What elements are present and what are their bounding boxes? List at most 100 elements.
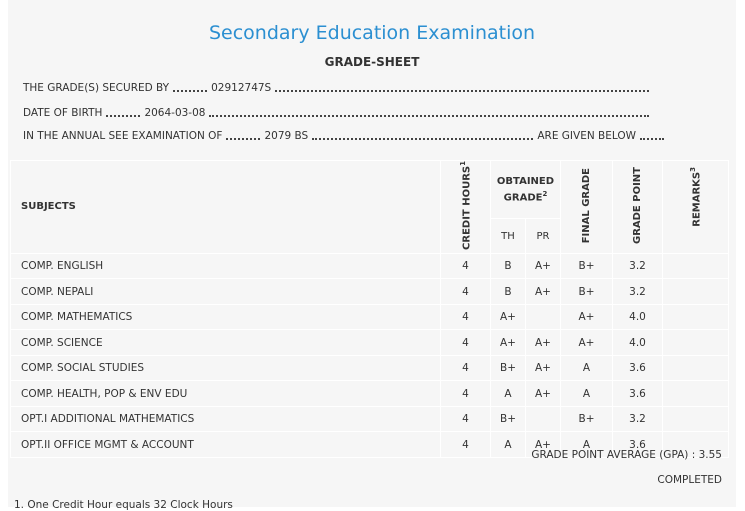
remarks-cell — [662, 329, 729, 356]
grade-cell: B — [490, 278, 526, 305]
grade-cell: A+ — [525, 431, 561, 458]
note-mark: 3 — [689, 167, 698, 172]
header-text: REMARKS — [691, 171, 703, 227]
grade-cell: 4 — [440, 431, 491, 458]
grade-cell: 3.2 — [612, 278, 663, 305]
grade-cell: 4 — [440, 252, 491, 280]
grade-cell: A+ — [490, 329, 526, 356]
leader — [106, 107, 141, 117]
grade-cell: B+ — [560, 405, 613, 433]
info-label: THE GRADE(S) SECURED BY — [23, 82, 170, 94]
table-row: COMP. SCIENCE 4 A+ A+ A+ 4.0 — [10, 329, 729, 356]
grade-cell — [525, 405, 561, 433]
grade-cell: A+ — [490, 303, 526, 331]
grade-cell: B+ — [560, 278, 613, 305]
gpa-label: GRADE POINT AVERAGE (GPA) : — [531, 449, 696, 461]
header-text: REMARKS3 — [688, 167, 702, 227]
remarks-cell — [662, 303, 729, 331]
info-line: DATE OF BIRTH 2064-03-08 — [23, 107, 653, 119]
header-cell: SUBJECTS — [10, 160, 441, 254]
grade-cell: 4.0 — [612, 303, 663, 331]
info-suffix: ARE GIVEN BELOW — [537, 130, 636, 142]
grade-cell: 4 — [440, 329, 491, 356]
table-row: COMP. MATHEMATICS 4 A+ A+ 4.0 — [10, 303, 729, 331]
table-row: COMP. SOCIAL STUDIES 4 B+ A+ A 3.6 — [10, 354, 729, 382]
gpa-line: GRADE POINT AVERAGE (GPA) : 3.55 — [531, 449, 722, 461]
leader — [312, 130, 534, 140]
grade-cell: 3.6 — [612, 354, 663, 382]
info-line: IN THE ANNUAL SEE EXAMINATION OF 2079 BS… — [23, 130, 668, 142]
subtitle: GRADE-SHEET — [324, 55, 420, 69]
note-mark: 1 — [459, 161, 468, 166]
leader — [640, 130, 664, 140]
header-cell: REMARKS3 — [662, 160, 729, 254]
grade-cell: A+ — [560, 303, 613, 331]
grade-cell: A+ — [525, 380, 561, 407]
leader — [173, 82, 208, 92]
grade-cell: A — [490, 380, 526, 407]
header-row: SUBJECTS CREDIT HOURS1 OBTAINED GRADE2 F… — [10, 159, 729, 254]
header-text: SUBJECTS — [21, 201, 76, 213]
grade-cell: 4 — [440, 278, 491, 305]
table-row: COMP. ENGLISH 4 B A+ B+ 3.2 — [10, 252, 729, 280]
table-row: OPT.II OFFICE MGMT & ACCOUNT 4 A A+ A 3.6 — [10, 431, 729, 458]
footnote: 1. One Credit Hour equals 32 Clock Hours — [14, 499, 233, 511]
grade-cell: A — [560, 431, 613, 458]
table-row: COMP. HEALTH, POP & ENV EDU 4 A A+ A 3.6 — [10, 380, 729, 407]
grade-cell: 4.0 — [612, 329, 663, 356]
grade-table: SUBJECTS CREDIT HOURS1 OBTAINED GRADE2 F… — [10, 159, 729, 458]
leader — [209, 107, 649, 117]
header-cell: PR — [525, 218, 561, 254]
grade-cell: 4 — [440, 354, 491, 382]
subject-cell: COMP. SCIENCE — [10, 329, 441, 356]
grade-cell: A — [490, 431, 526, 458]
table-row: COMP. NEPALI 4 B A+ B+ 3.2 — [10, 278, 729, 305]
table-row: OPT.I ADDITIONAL MATHEMATICS 4 B+ B+ 3.2 — [10, 405, 729, 433]
grade-cell: A+ — [525, 329, 561, 356]
grade-cell — [525, 303, 561, 331]
subject-cell: OPT.II OFFICE MGMT & ACCOUNT — [10, 431, 441, 458]
subject-cell: COMP. MATHEMATICS — [10, 303, 441, 331]
header-text: FINAL GRADE — [581, 167, 592, 244]
grade-cell: A — [560, 380, 613, 407]
grade-cell: A+ — [525, 354, 561, 382]
info-label: DATE OF BIRTH — [23, 107, 103, 119]
header-row: TH PR — [11, 218, 729, 254]
remarks-cell — [662, 431, 729, 458]
header-cell: CREDIT HOURS1 — [440, 160, 491, 254]
header-cell: GRADE POINT — [612, 160, 663, 254]
grade-cell: 4 — [440, 380, 491, 407]
header-text: CREDIT HOURS — [461, 165, 473, 250]
remarks-cell — [662, 405, 729, 433]
subject-cell: OPT.I ADDITIONAL MATHEMATICS — [10, 405, 441, 433]
grade-cell: B — [490, 252, 526, 280]
grade-cell: A+ — [560, 329, 613, 356]
info-label: IN THE ANNUAL SEE EXAMINATION OF — [23, 130, 223, 142]
subject-cell: COMP. ENGLISH — [10, 252, 441, 280]
subject-cell: COMP. SOCIAL STUDIES — [10, 354, 441, 382]
header-cell: OBTAINED GRADE2 — [490, 159, 561, 220]
grade-cell: B+ — [560, 252, 613, 280]
remarks-cell — [662, 252, 729, 280]
grade-cell: 3.6 — [612, 431, 663, 458]
header-cell: TH — [490, 218, 526, 254]
remarks-cell — [662, 354, 729, 382]
grade-cell: 4 — [440, 405, 491, 433]
header-text: CREDIT HOURS1 — [458, 161, 472, 250]
grade-cell: B+ — [490, 354, 526, 382]
gpa-value: 3.55 — [698, 449, 722, 461]
grade-cell: 3.2 — [612, 252, 663, 280]
grade-cell: 4 — [440, 303, 491, 331]
leader — [275, 82, 649, 92]
table-body: COMP. ENGLISH 4 B A+ B+ 3.2 COMP. NEPALI 4 B A+ B+… — [10, 252, 729, 458]
note-mark: 2 — [542, 189, 548, 198]
info-value: 2079 BS — [264, 130, 309, 142]
remarks-cell — [662, 380, 729, 407]
grade-sheet: Secondary Education Examination GRADE-SH… — [8, 0, 736, 511]
subject-cell: COMP. NEPALI — [10, 278, 441, 305]
header-cell: FINAL GRADE — [560, 160, 613, 254]
leader — [226, 130, 261, 140]
grade-cell: 3.6 — [612, 380, 663, 407]
header-text: GRADE POINT — [632, 166, 643, 244]
